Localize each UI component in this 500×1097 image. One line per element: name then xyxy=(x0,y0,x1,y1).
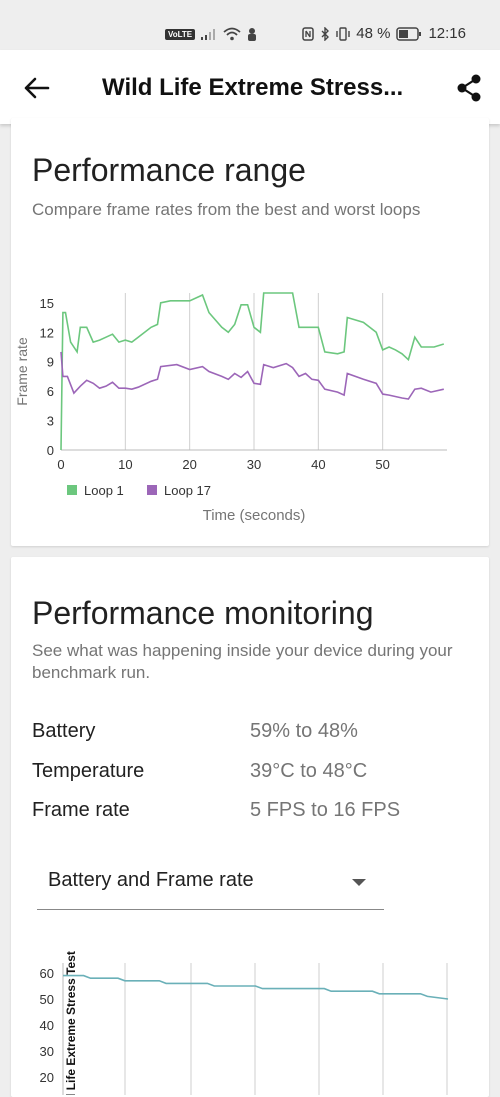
frame-rate-label: Frame rate xyxy=(32,799,130,821)
temperature-value: 39°C to 48°C xyxy=(250,760,368,782)
legend-label-2: Loop 17 xyxy=(164,483,211,498)
battery-label: Battery xyxy=(32,720,96,742)
y-tick-label: 20 xyxy=(40,1070,54,1085)
performance-monitoring-card: Performance monitoring See what was happ… xyxy=(11,557,489,1097)
temperature-label: Temperature xyxy=(32,760,145,782)
page-title: Wild Life Extreme Stress... xyxy=(102,74,404,101)
legend-swatch-1 xyxy=(67,485,77,495)
performance-range-title: Performance range xyxy=(32,152,306,188)
battery-icon xyxy=(396,26,422,41)
battery-percent: 48 % xyxy=(356,25,391,42)
y-tick-label: 50 xyxy=(40,992,54,1007)
x-axis-label: Time (seconds) xyxy=(203,507,306,524)
volte-icon: VoLTE xyxy=(165,28,196,40)
performance-range-card: Performance range Compare frame rates fr… xyxy=(11,118,489,546)
status-icons-right: 48 % 12:16 xyxy=(302,25,466,42)
frame-rate-chart: 0 10 20 30 40 50 0 3 6 9 12 15 Frame rate Loop 1 Loop … xyxy=(14,292,447,524)
share-icon[interactable] xyxy=(455,73,483,103)
dropdown-arrow-icon xyxy=(352,879,366,886)
legend-swatch-2 xyxy=(147,485,157,495)
performance-monitoring-title: Performance monitoring xyxy=(32,595,374,631)
bluetooth-icon xyxy=(321,26,330,41)
signal-icon xyxy=(201,29,216,40)
y-axis-label: Wild Life Extreme Stress Test xyxy=(64,951,78,1095)
status-icons-left: VoLTE xyxy=(165,27,257,41)
battery-series-line xyxy=(63,974,449,1000)
wifi-icon xyxy=(223,27,241,41)
frame-rate-value: 5 FPS to 16 FPS xyxy=(250,799,401,821)
legend-label-1: Loop 1 xyxy=(84,483,124,498)
clock: 12:16 xyxy=(428,25,466,42)
nfc-icon xyxy=(302,26,314,41)
app-bar: Wild Life Extreme Stress... xyxy=(0,50,500,124)
y-tick-label: 9 xyxy=(47,355,54,370)
x-tick-label: 50 xyxy=(375,457,389,472)
vibrate-icon xyxy=(336,26,350,41)
y-tick-label: 40 xyxy=(40,1018,54,1033)
y-tick-label: 3 xyxy=(47,414,54,429)
battery-chart: 20 30 40 50 60 Wild Life Extreme Stress Test xyxy=(40,951,449,1095)
series-line-2 xyxy=(60,351,444,400)
x-tick-label: 40 xyxy=(311,457,325,472)
x-tick-label: 0 xyxy=(57,457,64,472)
y-tick-label: 15 xyxy=(40,296,54,311)
y-tick-label: 60 xyxy=(40,966,54,981)
performance-range-subtitle: Compare frame rates from the best and wo… xyxy=(32,200,421,219)
y-tick-label: 0 xyxy=(47,443,54,458)
y-tick-label: 6 xyxy=(47,384,54,399)
y-axis-label: Frame rate xyxy=(14,337,30,406)
y-tick-label: 30 xyxy=(40,1044,54,1059)
x-tick-label: 10 xyxy=(118,457,132,472)
performance-monitoring-subtitle: See what was happening inside your devic… xyxy=(32,641,453,682)
dropdown-selected-value: Battery and Frame rate xyxy=(48,869,254,891)
series-line-1 xyxy=(60,292,445,451)
x-tick-label: 30 xyxy=(247,457,261,472)
y-tick-label: 12 xyxy=(40,325,54,340)
status-bar: VoLTE 48 % 12:16 xyxy=(0,0,500,50)
x-tick-label: 20 xyxy=(182,457,196,472)
chart-metric-dropdown[interactable]: Battery and Frame rate xyxy=(37,859,384,910)
person-icon xyxy=(248,28,257,41)
battery-value: 59% to 48% xyxy=(250,720,358,742)
back-arrow-icon[interactable] xyxy=(22,73,52,103)
